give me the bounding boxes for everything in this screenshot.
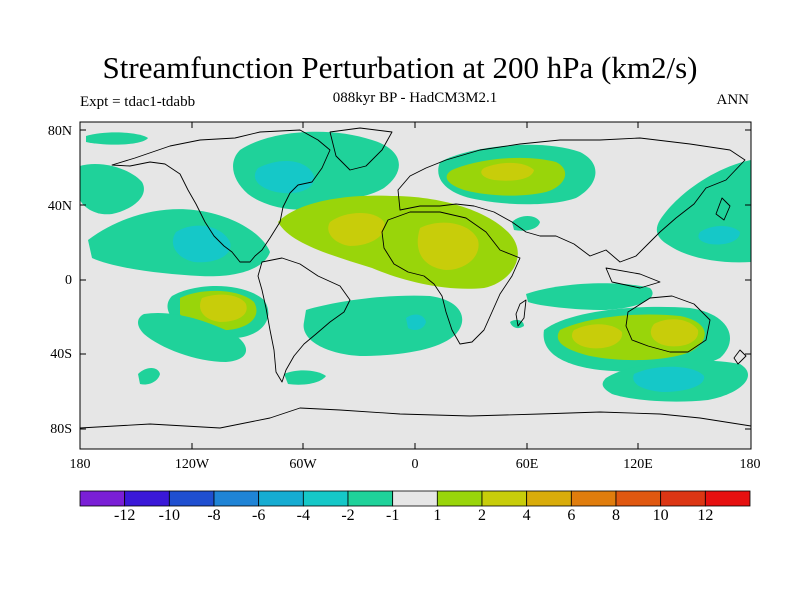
- experiment-label: Expt = tdac1-tdabb: [80, 94, 196, 110]
- coast-madagascar: [515, 299, 527, 327]
- lon-label-180w: 180: [69, 457, 91, 472]
- contour-region-26: [650, 319, 699, 347]
- colorbar-swatch-8: [392, 490, 438, 507]
- lon-label-60w: 60W: [289, 457, 317, 472]
- coast-antarctica: [80, 407, 751, 429]
- colorbar-swatch-3: [168, 490, 215, 507]
- colorbar-label-13: 10: [652, 507, 669, 524]
- contour-region-21: [406, 314, 426, 330]
- lon-label-180e: 180: [739, 457, 761, 472]
- colorbar-swatch-15: [704, 490, 751, 507]
- contour-region-2: [86, 132, 148, 145]
- contour-region-6: [172, 225, 231, 263]
- contour-region-22: [526, 283, 653, 310]
- colorbar-label-9: 2: [478, 507, 486, 524]
- lon-label-60e: 60E: [515, 457, 539, 472]
- coast-japan: [715, 197, 731, 221]
- lat-label-0: 0: [65, 273, 72, 288]
- contour-region-29: [138, 368, 160, 385]
- contour-region-30: [284, 370, 326, 385]
- coast-eurasia: [397, 137, 746, 263]
- map-field: [80, 122, 751, 449]
- colorbar-swatch-14: [660, 490, 706, 507]
- coastlines: [80, 127, 751, 429]
- coast-australia: [625, 295, 711, 353]
- colorbar-swatch-9: [436, 490, 483, 507]
- coast-new-zealand: [733, 349, 747, 365]
- contour-region-11: [328, 213, 385, 246]
- contour-region-1: [80, 163, 144, 215]
- season-label: ANN: [716, 92, 750, 108]
- lat-label-80s: 80S: [50, 422, 72, 437]
- contour-region-19: [138, 312, 247, 362]
- colorbar-swatch-4: [213, 490, 260, 507]
- lat-label-40s: 40S: [50, 347, 72, 362]
- contour-region-9: [481, 162, 534, 181]
- coast-north-america: [111, 129, 331, 263]
- colorbar-label-14: 12: [697, 507, 714, 524]
- colorbar-swatch-7: [347, 490, 394, 507]
- contour-region-28: [633, 366, 705, 392]
- colorbar-label-1: -12: [113, 507, 136, 524]
- colorbar-label-3: -8: [207, 507, 221, 524]
- colorbar-label-11: 6: [567, 507, 576, 524]
- lat-label-40n: 40N: [47, 199, 72, 214]
- coast-indonesia: [605, 267, 661, 289]
- chart-title: Streamfunction Perturbation at 200 hPa (…: [102, 50, 698, 85]
- contour-region-25: [571, 324, 623, 349]
- coast-south-america: [257, 257, 351, 383]
- colorbar-label-4: -6: [251, 507, 266, 524]
- contour-region-20: [303, 295, 463, 356]
- colorbar-swatch-5: [258, 490, 304, 507]
- axis-ticks: [79, 122, 752, 449]
- coast-greenland: [329, 127, 393, 171]
- contour-fill-group: [80, 131, 751, 402]
- colorbar-label-10: 4: [522, 507, 531, 524]
- colorbar-label-8: 1: [433, 507, 442, 524]
- colorbar-label-2: -10: [158, 507, 180, 524]
- lon-label-120e: 120E: [623, 457, 653, 472]
- colorbar-label-5: -4: [296, 507, 310, 524]
- colorbar-swatch-1: [79, 490, 126, 507]
- contour-region-12: [417, 222, 479, 270]
- colorbar-swatch-13: [615, 490, 662, 507]
- chart-subtitle: 088kyr BP - HadCM3M2.1: [332, 90, 498, 106]
- colorbar: [79, 490, 751, 507]
- coast-africa: [381, 211, 521, 345]
- colorbar-swatch-6: [302, 490, 349, 507]
- lon-label-120w: 120W: [174, 457, 210, 472]
- colorbar-label-12: 8: [612, 507, 620, 524]
- colorbar-swatch-10: [481, 490, 528, 507]
- lat-label-80n: 80N: [47, 124, 72, 139]
- colorbar-swatch-11: [526, 490, 572, 507]
- contour-region-18: [200, 294, 247, 322]
- colorbar-swatch-12: [570, 490, 617, 507]
- colorbar-swatch-2: [124, 490, 170, 507]
- contour-region-15: [698, 226, 740, 245]
- colorbar-label-7: -1: [385, 507, 400, 524]
- colorbar-label-6: -2: [341, 507, 355, 524]
- lon-label-0: 0: [411, 457, 419, 472]
